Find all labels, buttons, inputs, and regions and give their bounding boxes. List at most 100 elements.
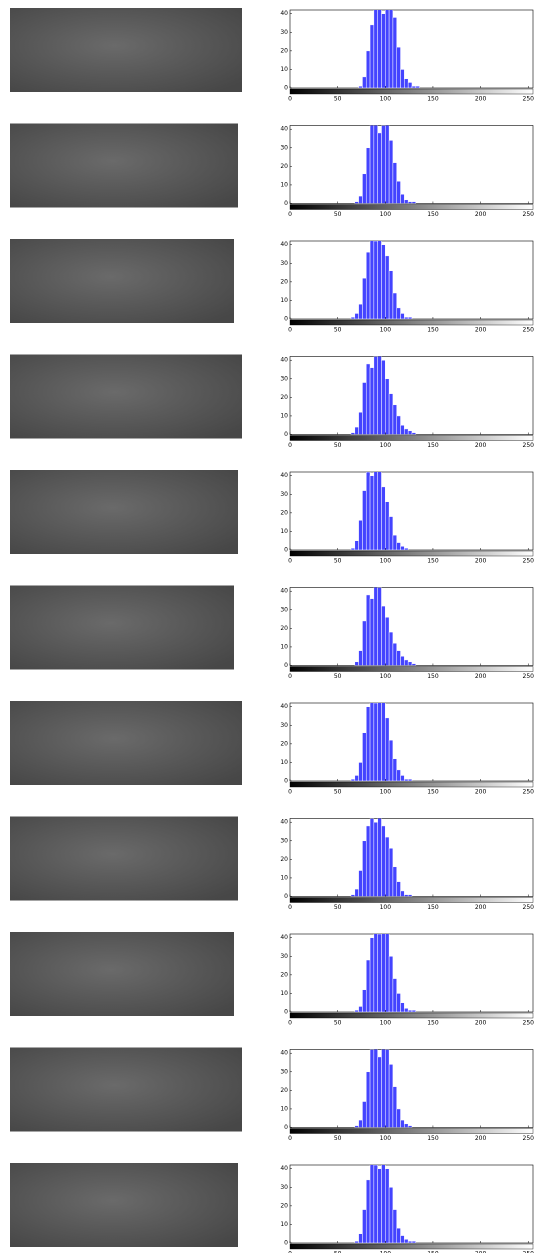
y-tick-label: 10 [280, 1221, 288, 1228]
bar [362, 840, 367, 897]
y-tick-label: 30 [280, 1184, 288, 1191]
bar [385, 10, 390, 88]
x-tick-label: 200 [475, 1251, 487, 1253]
bar [354, 1240, 359, 1243]
colorbar [289, 1243, 534, 1250]
bar [396, 881, 401, 897]
y-tick-label: 20 [280, 47, 288, 54]
bar [404, 78, 409, 88]
sample-image [10, 354, 242, 439]
bar [407, 894, 413, 897]
bar [354, 540, 359, 550]
bar [354, 775, 359, 781]
y-tick-label: 10 [280, 643, 288, 650]
panel: 0 10 20 30 40 0 50 100 150 200 250 [10, 354, 535, 449]
plot-area [289, 471, 534, 551]
x-tick-label: 0 [288, 558, 292, 565]
bar [369, 367, 375, 435]
bar [381, 125, 386, 204]
x-tick-label: 250 [523, 673, 535, 680]
x-tick-label: 200 [475, 442, 487, 449]
sample-image [10, 816, 238, 901]
x-tick-label: 250 [523, 442, 535, 449]
bars [350, 818, 413, 897]
bar [388, 847, 394, 897]
bar [385, 255, 390, 319]
bars [350, 356, 417, 435]
x-tick-label: 150 [427, 673, 439, 680]
bar [404, 428, 409, 435]
bar [381, 359, 386, 435]
y-tick-label: 20 [280, 509, 288, 516]
bar [373, 703, 378, 781]
panel: 0 10 20 30 40 0 50 100 150 200 250 [10, 123, 534, 218]
bar [404, 659, 409, 666]
bar [411, 663, 417, 666]
bar [381, 605, 386, 666]
panel: 0 10 20 30 40 0 50 100 150 200 250 [10, 8, 534, 103]
bar [358, 303, 363, 319]
bar [385, 836, 390, 897]
x-tick-label: 0 [288, 789, 292, 796]
bar [411, 1009, 417, 1012]
colorbar [289, 88, 534, 95]
y-tick-label: 40 [280, 10, 288, 17]
x-tick-label: 250 [523, 558, 535, 565]
x-tick-label: 0 [288, 442, 292, 449]
bar [388, 393, 394, 435]
bar [365, 147, 371, 204]
bar [369, 937, 375, 1012]
x-tick-label: 50 [334, 673, 342, 680]
x-tick-label: 200 [475, 211, 487, 218]
x-tick-label: 0 [288, 1135, 292, 1142]
y-tick-label: 20 [280, 856, 288, 863]
y-tick-label: 10 [280, 181, 288, 188]
y-tick-label: 40 [280, 357, 288, 364]
bar [381, 1165, 386, 1243]
bar [373, 934, 378, 1012]
sample-image [10, 932, 234, 1016]
bar [354, 1009, 359, 1012]
bar [388, 10, 394, 88]
x-tick-label: 0 [288, 96, 292, 103]
bar [354, 426, 359, 435]
bar [404, 1123, 409, 1128]
bar [396, 769, 401, 781]
x-tick-label: 150 [427, 1251, 439, 1253]
plot-area [289, 125, 534, 204]
plot-area [289, 818, 534, 897]
y-tick-label: 10 [280, 874, 288, 881]
bar [358, 1006, 363, 1012]
bar [365, 706, 371, 781]
x-tick-label: 0 [288, 1251, 292, 1253]
x-tick-label: 150 [427, 96, 439, 103]
bar [377, 1168, 382, 1243]
x-tick-label: 150 [427, 1135, 439, 1142]
bar [350, 547, 356, 550]
bar [407, 316, 413, 319]
bars [354, 934, 417, 1012]
bar [411, 85, 417, 88]
bar [381, 1049, 386, 1128]
bar [388, 140, 394, 204]
bar [369, 125, 375, 204]
bar [350, 316, 356, 319]
x-tick-label: 250 [523, 1020, 535, 1027]
colorbar [289, 435, 534, 441]
y-tick-label: 0 [284, 431, 288, 438]
bar [385, 378, 390, 435]
x-tick-label: 250 [523, 1135, 535, 1142]
bars [354, 125, 417, 204]
bar [385, 1049, 390, 1128]
x-tick-label: 150 [427, 904, 439, 911]
bar [362, 1101, 367, 1128]
x-tick-label: 0 [288, 211, 292, 218]
x-tick-label: 200 [475, 904, 487, 911]
bar [400, 313, 405, 319]
x-tick-label: 250 [523, 1251, 535, 1253]
bars [354, 587, 417, 666]
bar [400, 890, 405, 897]
bar [377, 10, 382, 88]
bar [385, 1168, 390, 1243]
x-tick-label: 50 [334, 1020, 342, 1027]
